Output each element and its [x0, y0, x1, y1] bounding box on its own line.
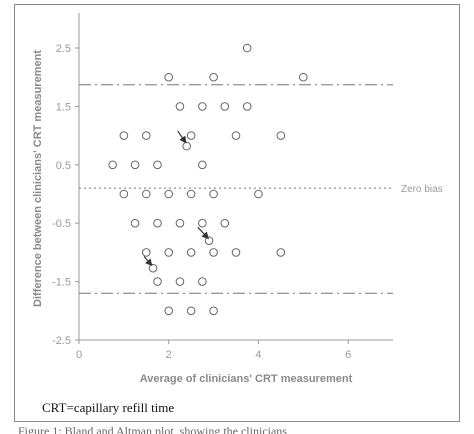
data-point — [153, 160, 162, 170]
data-point — [153, 218, 162, 228]
data-point — [198, 277, 207, 286]
zero-bias-label: Zero bias — [401, 184, 443, 195]
data-point — [130, 218, 140, 228]
data-point — [231, 248, 241, 257]
data-point — [186, 131, 196, 140]
data-point — [231, 131, 241, 140]
data-point — [108, 160, 117, 170]
data-point — [186, 306, 196, 316]
y-tick-label: 2.5 — [56, 43, 71, 55]
data-point — [119, 131, 129, 140]
data-point — [182, 141, 191, 151]
data-point — [164, 189, 174, 199]
data-point — [220, 218, 230, 228]
data-point — [175, 277, 185, 286]
x-tick-label: 2 — [166, 349, 172, 361]
data-point — [119, 189, 129, 199]
data-point — [198, 218, 207, 228]
y-axis-title: Difference between clinicians' CRT measu… — [32, 50, 44, 307]
data-point — [164, 248, 174, 257]
annotation-arrow — [143, 256, 153, 267]
data-point — [209, 306, 218, 316]
bland-altman-chart: 2.5 1.5 0.5 -0.5 -1.5 -2.5 0 2 4 6 Zero bias Averag… — [32, 13, 443, 385]
x-tick-label: 6 — [345, 349, 351, 361]
annotation-arrow — [197, 226, 210, 240]
data-point — [153, 277, 162, 286]
data-point — [141, 131, 151, 140]
y-tick-label: 0.5 — [56, 160, 71, 172]
figure-title-cutoff: Figure 1: Bland and Altman plot, showing… — [18, 424, 287, 434]
figure-caption: CRT=capillary refill time — [42, 400, 175, 415]
data-point — [209, 72, 218, 82]
annotation-arrow — [177, 130, 187, 144]
data-point — [242, 43, 252, 53]
data-point — [164, 72, 174, 82]
data-point — [204, 236, 214, 246]
data-point — [141, 248, 151, 257]
data-point — [175, 102, 185, 111]
x-tick-label: 4 — [255, 349, 261, 361]
data-point — [220, 102, 230, 111]
data-point — [242, 102, 252, 111]
data-point — [164, 306, 174, 316]
data-point — [130, 160, 140, 170]
data-point — [198, 102, 207, 111]
data-point — [209, 248, 218, 257]
y-tick-label: -1.5 — [52, 277, 71, 289]
data-point — [276, 131, 286, 140]
data-point — [186, 189, 196, 199]
figure-frame: 2.5 1.5 0.5 -0.5 -1.5 -2.5 0 2 4 6 Zero bias Averag… — [14, 4, 460, 422]
x-axis-title: Average of clinicians' CRT measurement — [140, 373, 353, 385]
data-point — [298, 72, 308, 82]
data-point — [175, 218, 185, 228]
data-point — [209, 189, 218, 199]
y-tick-label: 1.5 — [56, 101, 71, 113]
y-tick-label: -0.5 — [52, 218, 71, 230]
data-point — [198, 160, 207, 170]
data-point — [141, 189, 151, 199]
data-point — [186, 248, 196, 257]
data-point — [148, 263, 158, 273]
y-tick-label: -2.5 — [52, 335, 71, 347]
x-tick-label: 0 — [76, 349, 82, 361]
data-point — [276, 248, 286, 257]
data-point — [254, 189, 263, 199]
